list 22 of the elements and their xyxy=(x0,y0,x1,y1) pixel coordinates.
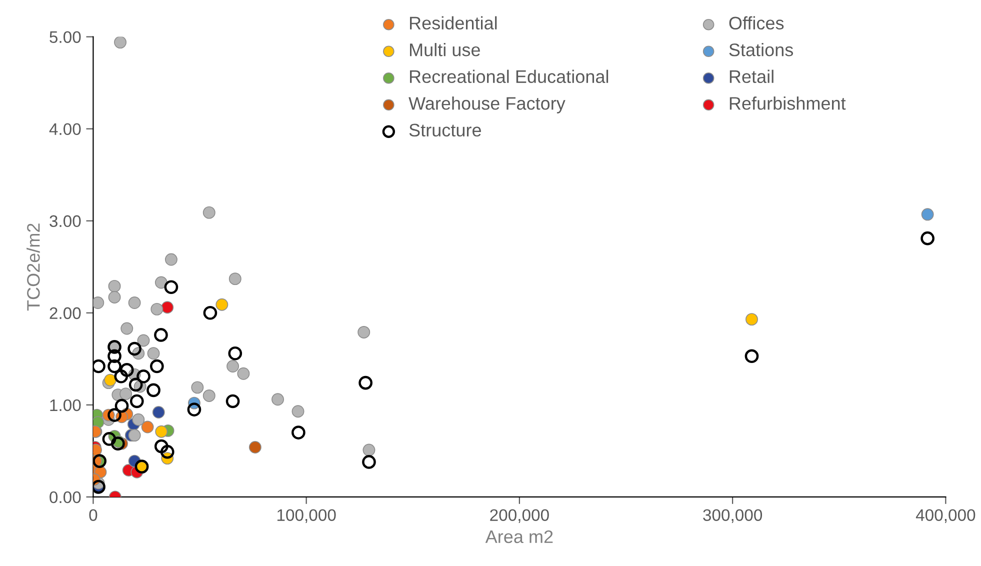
x-tick-label: 100,000 xyxy=(277,509,336,523)
y-tick-label: 2.00 xyxy=(50,307,81,320)
legend-label: Structure xyxy=(409,124,481,137)
y-tick-label: 0.00 xyxy=(50,491,81,504)
y-tick-label: 1.00 xyxy=(50,399,81,412)
y-tick-label: 5.00 xyxy=(50,31,81,43)
legend-label: Stations xyxy=(729,43,794,56)
legend-label: Refurbishment xyxy=(730,96,846,110)
legend-label: Retail xyxy=(730,70,774,84)
y-tick-label: 4.00 xyxy=(49,123,81,136)
x-tick-label: 200,000 xyxy=(490,509,549,523)
y-tick-label: 3.00 xyxy=(50,215,81,228)
x-axis-title: Area m2 xyxy=(485,530,553,544)
legend-label: Warehouse Factory xyxy=(408,96,566,114)
legend-label: Multi use xyxy=(410,43,480,56)
x-tick-label: 400,000 xyxy=(916,509,976,523)
legend-label: Offices xyxy=(729,16,784,30)
legend-label: Recreational Educational xyxy=(410,70,608,84)
y-axis-title: TCO2e/m2 xyxy=(26,224,40,311)
legend-label: Residential xyxy=(410,16,497,30)
x-tick-label: 300,000 xyxy=(703,509,762,523)
x-tick-label: 0 xyxy=(89,509,98,521)
